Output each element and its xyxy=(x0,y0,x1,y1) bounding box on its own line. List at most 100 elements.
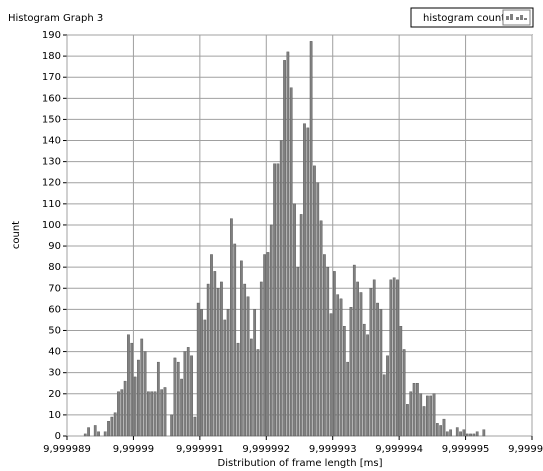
histogram-bar xyxy=(256,349,260,437)
histogram-bar xyxy=(406,404,409,437)
histogram-bar xyxy=(203,319,207,437)
y-tick-label: 20 xyxy=(48,389,61,400)
x-tick-label: 9,999994 xyxy=(375,444,423,455)
legend-label: histogram count xyxy=(423,13,505,24)
histogram-bar xyxy=(226,309,230,437)
histogram-bar xyxy=(253,309,257,437)
histogram-bar xyxy=(396,279,399,437)
histogram-bar xyxy=(133,376,137,437)
histogram-bar xyxy=(263,254,266,437)
legend-icon xyxy=(524,18,527,20)
histogram-bar xyxy=(130,342,134,437)
y-tick-label: 140 xyxy=(42,136,61,147)
histogram-bar xyxy=(117,391,120,437)
histogram-bar xyxy=(309,41,313,437)
y-tick-label: 50 xyxy=(48,325,61,336)
histogram-bar xyxy=(127,334,130,437)
histogram-bar xyxy=(426,395,429,437)
histogram-bar xyxy=(107,421,110,437)
histogram-bar xyxy=(276,163,280,437)
histogram-bar xyxy=(386,355,389,437)
y-tick-label: 0 xyxy=(55,431,61,442)
histogram-bar xyxy=(210,254,213,437)
legend-icon xyxy=(510,14,513,20)
histogram-bar xyxy=(306,127,310,437)
histogram-bar xyxy=(143,351,147,437)
y-axis-label: count xyxy=(11,221,22,249)
y-tick-label: 10 xyxy=(48,410,61,421)
histogram-bar xyxy=(233,243,237,437)
histogram-bar xyxy=(93,425,97,437)
histogram-bar xyxy=(200,309,203,437)
histogram-bar xyxy=(303,123,306,437)
histogram-bar xyxy=(176,361,180,437)
histogram-bar xyxy=(97,431,100,437)
histogram-bar xyxy=(462,429,466,437)
histogram-bar xyxy=(236,342,240,437)
y-tick-label: 150 xyxy=(42,114,61,125)
histogram-bar xyxy=(329,313,333,437)
y-tick-label: 60 xyxy=(48,304,61,315)
y-tick-label: 90 xyxy=(48,241,61,252)
histogram-bar xyxy=(366,334,369,437)
histogram-bar xyxy=(336,294,340,437)
histogram-bar xyxy=(240,260,243,437)
histogram-bar xyxy=(230,218,233,437)
histogram-bar xyxy=(349,307,353,437)
x-tick-label: 9,999993 xyxy=(309,444,357,455)
histogram-bar xyxy=(163,387,167,437)
histogram-bar xyxy=(293,203,296,437)
histogram-bar xyxy=(359,292,363,437)
histogram-bar xyxy=(392,277,396,437)
histogram-bar xyxy=(376,302,379,437)
histogram-bar xyxy=(173,357,177,437)
y-tick-label: 100 xyxy=(42,220,61,231)
histogram-bar xyxy=(83,433,87,437)
histogram-bar xyxy=(442,418,446,437)
legend-icon xyxy=(520,15,523,20)
histogram-bar xyxy=(372,279,376,437)
histogram-bar xyxy=(110,416,114,437)
y-tick-label: 120 xyxy=(42,178,61,189)
histogram-bar xyxy=(459,431,462,437)
histogram-bar xyxy=(140,338,144,437)
histogram-bar xyxy=(170,414,173,437)
histogram-bar xyxy=(283,60,286,437)
histogram-bar xyxy=(289,87,293,437)
histogram-bar xyxy=(379,309,383,437)
histogram-bar xyxy=(113,412,117,437)
histogram-bar xyxy=(279,140,283,437)
histogram-bar xyxy=(147,391,150,437)
histogram-bar xyxy=(416,383,419,437)
histogram-bar xyxy=(455,427,459,437)
y-tick-label: 80 xyxy=(48,262,61,273)
histogram-bar xyxy=(475,431,479,437)
histogram-bar xyxy=(339,298,343,437)
x-tick-label: 9,99999 xyxy=(113,444,154,455)
histogram-bar xyxy=(352,264,356,437)
histogram-bar xyxy=(196,302,200,437)
histogram-bar xyxy=(296,266,300,437)
histogram-bar xyxy=(223,319,227,437)
histogram-bar xyxy=(399,326,403,437)
histogram-bar xyxy=(313,165,316,437)
histogram-bar xyxy=(422,406,426,437)
histogram-bar xyxy=(180,378,183,437)
histogram-bar xyxy=(439,425,443,437)
histogram-bar xyxy=(432,393,436,437)
histogram-bar xyxy=(346,361,350,437)
histogram-bar xyxy=(429,395,433,437)
legend-icon xyxy=(506,16,509,20)
y-tick-label: 160 xyxy=(42,93,61,104)
histogram-bar xyxy=(369,288,373,437)
histogram-bar xyxy=(316,182,320,437)
histogram-bar xyxy=(389,279,393,437)
histogram-bar xyxy=(319,220,323,437)
histogram-bar xyxy=(150,391,154,437)
x-axis-label: Distribution of frame length [ms] xyxy=(218,458,383,469)
y-tick-label: 180 xyxy=(42,51,61,62)
histogram-bar xyxy=(269,224,273,437)
histogram-bar xyxy=(402,349,406,437)
histogram-bar xyxy=(123,380,127,437)
